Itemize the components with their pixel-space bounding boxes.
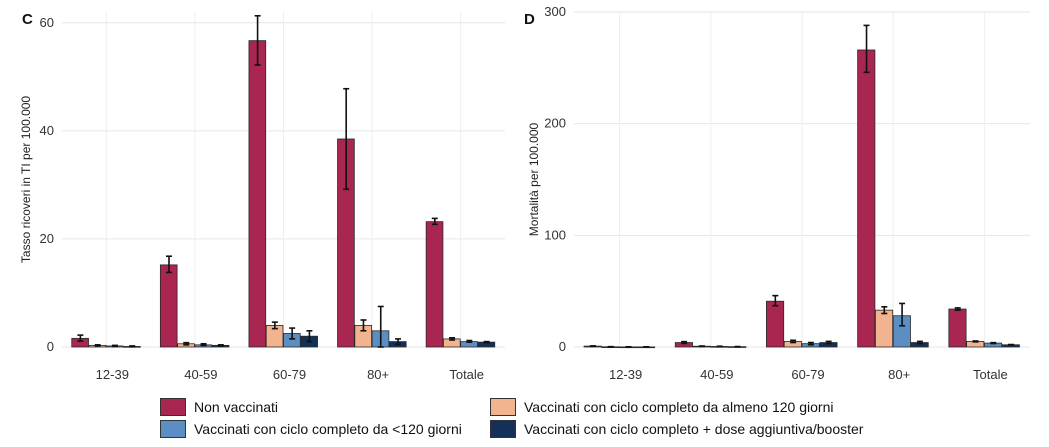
legend-item-vaccinati-under-120: Vaccinati con ciclo completo da <120 gio…: [160, 420, 462, 438]
bar: [425, 221, 444, 348]
y-tick-label: 200: [544, 116, 566, 131]
x-tick-label: 80+: [888, 367, 910, 382]
x-tick-label: 60-79: [791, 367, 824, 382]
bar: [766, 300, 785, 348]
legend-label-vaccinati-under-120: Vaccinati con ciclo completo da <120 gio…: [194, 421, 462, 437]
x-tick-label: 12-39: [96, 367, 129, 382]
y-tick-label: 100: [544, 227, 566, 242]
y-axis-label: Tasso ricoveri in TI per 100.000: [19, 96, 33, 264]
panel-D: D 0 100 200 300 Mortalità per 100.000 12-39 40-…: [524, 4, 1030, 382]
legend-item-booster: Vaccinati con ciclo completo + dose aggi…: [490, 420, 863, 438]
y-tick-label: 20: [40, 231, 54, 246]
y-tick-label: 60: [40, 15, 54, 30]
legend-swatch-booster: [490, 420, 516, 438]
y-axis-label: Mortalità per 100.000: [527, 122, 541, 236]
x-tick-label: 80+: [367, 367, 389, 382]
y-tick-label: 40: [40, 123, 54, 138]
legend-swatch-vaccinati-under-120: [160, 420, 186, 438]
panel-C: C 0 20 40 60 Tasso ricoveri in TI per 100.000…: [19, 11, 505, 382]
bar: [857, 49, 876, 348]
panel-letter: D: [524, 11, 535, 28]
x-tick-label: Totale: [449, 367, 484, 382]
legend-swatch-vaccinati-120-plus: [490, 398, 516, 416]
x-tick-label: 12-39: [609, 367, 642, 382]
legend-item-non-vaccinati: Non vaccinati: [160, 398, 278, 416]
legend-label-booster: Vaccinati con ciclo completo + dose aggi…: [524, 421, 864, 437]
legend-label-non-vaccinati: Non vaccinati: [194, 399, 279, 415]
panel-letter: C: [22, 11, 33, 28]
y-tick-label: 0: [559, 339, 566, 354]
x-tick-label: 60-79: [273, 367, 306, 382]
legend-swatch-non-vaccinati: [160, 398, 186, 416]
x-tick-label: 40-59: [184, 367, 217, 382]
legend-item-vaccinati-120-plus: Vaccinati con ciclo completo da almeno 1…: [490, 398, 833, 416]
y-tick-label: 300: [544, 4, 566, 19]
x-tick-label: Totale: [973, 367, 1008, 382]
bar: [159, 264, 178, 348]
legend: Non vaccinati Vaccinati con ciclo comple…: [160, 395, 1040, 445]
bar: [948, 308, 967, 348]
legend-label-vaccinati-120-plus: Vaccinati con ciclo completo da almeno 1…: [524, 399, 834, 415]
bar: [875, 309, 894, 348]
x-tick-label: 40-59: [700, 367, 733, 382]
y-tick-label: 0: [47, 339, 54, 354]
bar: [248, 40, 267, 348]
